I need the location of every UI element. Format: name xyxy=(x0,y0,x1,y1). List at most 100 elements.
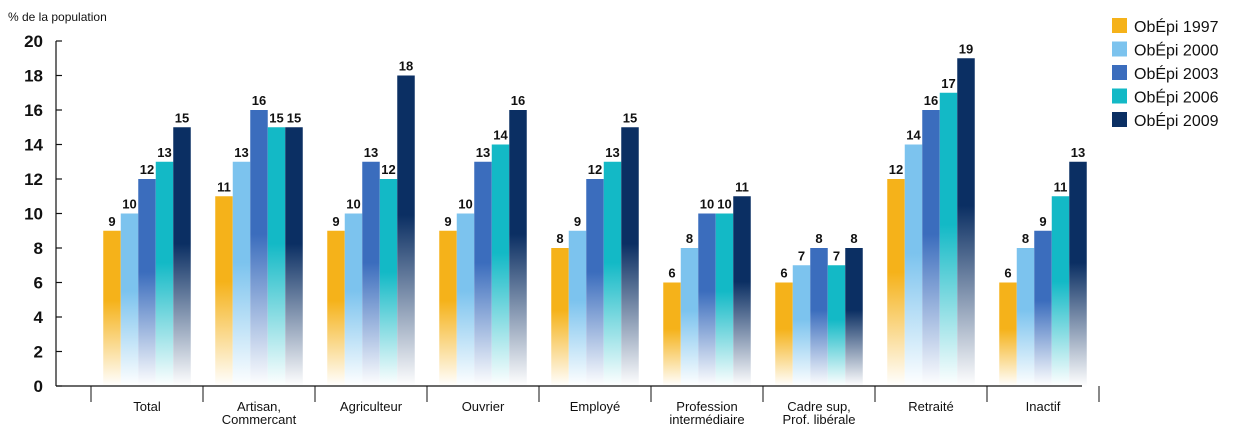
y-tick-label: 14 xyxy=(24,136,43,155)
data-label: 15 xyxy=(623,110,637,125)
x-tick-label: Total xyxy=(133,399,161,414)
y-tick-label: 6 xyxy=(34,274,43,293)
bar xyxy=(456,213,475,386)
legend-swatch xyxy=(1112,41,1127,57)
bar xyxy=(344,213,363,386)
bar xyxy=(232,161,251,386)
legend-label: ObÉpi 2003 xyxy=(1134,64,1219,83)
data-label: 12 xyxy=(588,162,602,177)
bar xyxy=(551,248,569,386)
bar xyxy=(1051,196,1070,386)
legend-label: ObÉpi 2006 xyxy=(1134,88,1219,107)
bar xyxy=(715,213,734,386)
data-label: 8 xyxy=(815,231,822,246)
data-label: 18 xyxy=(399,59,413,74)
x-tick-label: Cadre sup, Prof. libérale xyxy=(783,399,856,427)
bar xyxy=(922,110,940,386)
data-label: 7 xyxy=(833,248,840,263)
data-label: 8 xyxy=(556,231,563,246)
data-label: 13 xyxy=(157,145,171,160)
data-label: 10 xyxy=(122,197,136,212)
bar xyxy=(680,248,699,386)
x-tick-label: Inactif xyxy=(1026,399,1061,414)
bar xyxy=(474,161,492,386)
bar xyxy=(887,179,905,386)
data-label: 15 xyxy=(175,110,189,125)
data-label: 6 xyxy=(780,266,787,281)
data-label: 10 xyxy=(346,197,360,212)
data-label: 12 xyxy=(381,162,395,177)
data-label: 9 xyxy=(108,214,115,229)
y-axis-label: % de la population xyxy=(8,10,107,24)
bar xyxy=(379,179,398,386)
bar xyxy=(586,179,604,386)
bar xyxy=(663,282,681,386)
data-label: 16 xyxy=(511,93,525,108)
data-label: 13 xyxy=(476,145,490,160)
data-label: 15 xyxy=(287,110,301,125)
bar xyxy=(1016,248,1035,386)
legend-swatch xyxy=(1112,18,1127,33)
bar xyxy=(733,196,751,386)
data-label: 13 xyxy=(364,145,378,160)
y-tick-label: 4 xyxy=(34,308,44,327)
y-tick-label: 18 xyxy=(24,67,43,86)
data-label: 11 xyxy=(735,179,749,194)
data-label: 14 xyxy=(906,128,921,143)
data-label: 9 xyxy=(574,214,581,229)
data-label: 17 xyxy=(941,76,955,91)
bar xyxy=(568,230,587,386)
bar xyxy=(285,127,303,386)
bar xyxy=(827,265,846,386)
bar xyxy=(362,161,380,386)
data-label: 16 xyxy=(252,93,266,108)
bar xyxy=(439,230,457,386)
data-label: 11 xyxy=(217,179,231,194)
y-tick-label: 8 xyxy=(34,239,43,258)
x-tick-label: Artisan, Commercant xyxy=(222,399,297,427)
x-tick-label: Agriculteur xyxy=(340,399,403,414)
data-label: 9 xyxy=(1039,214,1046,229)
data-label: 11 xyxy=(1054,179,1068,194)
data-label: 8 xyxy=(850,231,857,246)
bar xyxy=(215,196,233,386)
y-tick-label: 0 xyxy=(34,377,43,396)
data-label: 15 xyxy=(269,110,283,125)
data-label: 6 xyxy=(668,266,675,281)
bar xyxy=(698,213,716,386)
data-label: 19 xyxy=(959,41,973,56)
y-axis: 0 2 4 6 8 10 12 14 16 18 20 xyxy=(24,32,62,396)
bar xyxy=(621,127,639,386)
bar xyxy=(103,230,121,386)
bar xyxy=(155,161,174,386)
bar xyxy=(775,282,793,386)
bar xyxy=(138,179,156,386)
data-label: 13 xyxy=(234,145,248,160)
bar xyxy=(957,58,975,386)
data-label: 12 xyxy=(140,162,154,177)
bar xyxy=(173,127,191,386)
y-tick-label: 16 xyxy=(24,101,43,120)
legend-label: ObÉpi 2009 xyxy=(1134,111,1219,130)
data-label: 13 xyxy=(605,145,619,160)
bar xyxy=(810,248,828,386)
bar xyxy=(267,127,286,386)
bar xyxy=(845,248,863,386)
legend: ObÉpi 1997 ObÉpi 2000 ObÉpi 2003 ObÉpi 2006… xyxy=(1112,17,1219,130)
bar xyxy=(792,265,811,386)
legend-label: ObÉpi 1997 xyxy=(1134,17,1219,36)
y-tick-label: 10 xyxy=(24,205,43,224)
bar xyxy=(509,110,527,386)
y-tick-label: 12 xyxy=(24,170,43,189)
bar xyxy=(250,110,268,386)
data-label: 9 xyxy=(444,214,451,229)
x-tick-label: Profession intermédiaire xyxy=(669,399,744,427)
data-label: 8 xyxy=(1022,231,1029,246)
data-label: 13 xyxy=(1071,145,1085,160)
legend-swatch xyxy=(1112,112,1127,127)
x-axis: Total Artisan, Commercant Agriculteur Ouvrie… xyxy=(56,385,1100,427)
bar xyxy=(1034,230,1052,386)
x-tick-label: Retraité xyxy=(908,399,954,414)
